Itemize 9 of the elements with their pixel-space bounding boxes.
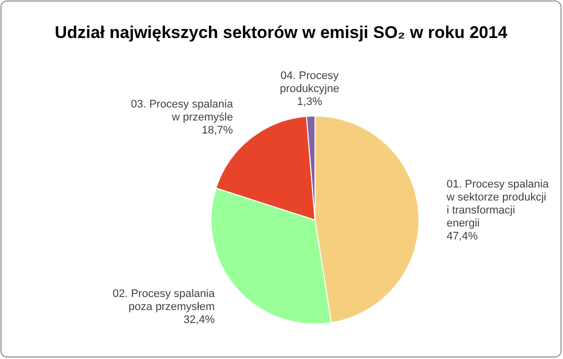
data-label: 18,7% xyxy=(202,124,234,137)
data-label: 47,4% xyxy=(446,230,478,243)
slice-label: 02. Procesy spalania poza przemysłem xyxy=(112,288,216,313)
slice-label: 03. Procesy spalania w przemyśle xyxy=(130,98,234,124)
slice-label: 04. Procesy produkcyjne xyxy=(280,70,340,96)
data-label: 1,3% xyxy=(297,96,322,108)
slice-label: 01. Procesy spalania w sektorze produkcji i transformacji energii xyxy=(446,178,550,230)
chart-title: Udział największych sektorów w emisji SO₂ w roku 2014 xyxy=(54,23,508,42)
data-label: 32,4% xyxy=(184,314,215,326)
